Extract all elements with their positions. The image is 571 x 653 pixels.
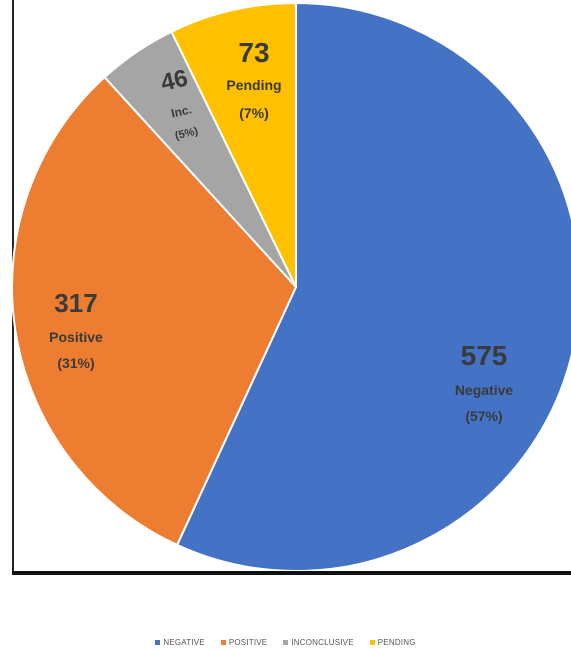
chart-baseline [12,571,571,575]
pie-slice-positive [11,75,298,547]
pie-slice-pending [170,1,297,288]
legend-label-inconclusive: INCONCLUSIVE [291,638,354,647]
pie-slice-negative [175,1,571,572]
legend-label-pending: PENDING [377,638,416,647]
slice-label-positive: 317 Positive (31%) [49,288,103,371]
legend-item-pending: PENDING [369,638,416,647]
legend-swatch-positive [220,640,226,645]
legend-swatch-negative [155,640,161,645]
slice-label-pending: 73 Pending (7%) [226,37,281,121]
legend-label-positive: POSITIVE [228,638,268,647]
slice-pct-inconclusive: (5%) [174,125,200,142]
legend-item-positive: POSITIVE [220,638,268,647]
chart-legend: NEGATIVE POSITIVE INCONCLUSIVE PENDING [0,638,571,647]
slice-count-inconclusive: 46 [158,65,190,97]
legend-label-negative: NEGATIVE [163,638,205,647]
slice-pct-positive: (31%) [57,355,94,371]
slice-name-positive: Positive [49,329,103,345]
slice-pct-pending: (7%) [239,105,269,121]
legend-swatch-pending [369,640,375,645]
slice-count-pending: 73 [238,37,269,68]
slice-name-negative: Negative [455,382,514,398]
slice-count-positive: 317 [54,288,97,318]
slice-name-inconclusive: Inc. [170,102,193,120]
slice-pct-negative: (57%) [465,408,502,424]
pie-slices [11,1,571,572]
slice-name-pending: Pending [226,77,281,93]
slice-count-negative: 575 [461,340,508,371]
legend-swatch-inconclusive [283,640,289,645]
slice-label-inconclusive: 46 Inc. (5%) [158,65,200,143]
slice-label-negative: 575 Negative (57%) [455,340,514,424]
pie-labels: 575 Negative (57%) 317 Positive (31%) 46 Inc. (5… [49,37,513,424]
legend-item-negative: NEGATIVE [155,638,205,647]
legend-item-inconclusive: INCONCLUSIVE [283,638,354,647]
